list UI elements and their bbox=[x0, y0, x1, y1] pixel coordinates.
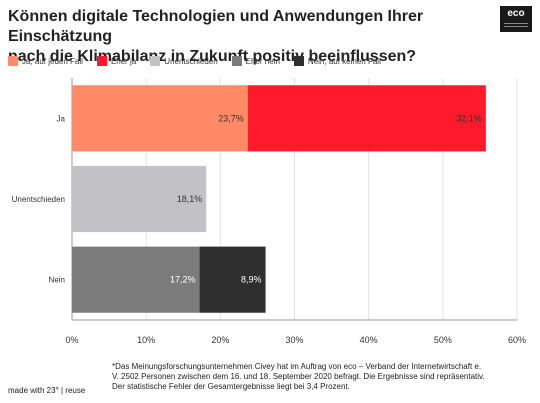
bar-value-label: 8,9% bbox=[241, 275, 262, 285]
x-tick-label: 50% bbox=[434, 335, 452, 345]
legend-item-4: Eher nein bbox=[231, 56, 280, 66]
bar-value-label: 17,2% bbox=[170, 275, 196, 285]
legend-swatch bbox=[231, 56, 242, 66]
x-tick-label: 30% bbox=[285, 335, 303, 345]
legend-label: Nein, auf keinen Fall bbox=[307, 56, 381, 66]
chart-title: Können digitale Technologien und Anwendu… bbox=[8, 7, 478, 67]
x-tick-label: 40% bbox=[360, 335, 378, 345]
chart-legend: Ja, auf jeden Fall Eher ja Unentschieden Eh… bbox=[8, 54, 381, 68]
category-label: Unentschieden bbox=[12, 195, 65, 204]
bar-segment bbox=[72, 85, 248, 152]
made-with-credit[interactable]: made with 23° | reuse bbox=[8, 386, 86, 395]
x-tick-label: 60% bbox=[508, 335, 526, 345]
legend-swatch bbox=[150, 56, 161, 66]
bar-segment bbox=[247, 85, 486, 152]
footnote-line-1: *Das Meinungsforschungsunternehmen Civey… bbox=[112, 362, 482, 371]
legend-item-5: Nein, auf keinen Fall bbox=[293, 56, 381, 66]
legend-item-2: Eher ja bbox=[96, 56, 137, 66]
x-tick-label: 10% bbox=[137, 335, 155, 345]
legend-label: Unentschieden bbox=[164, 56, 218, 66]
legend-label: Eher nein bbox=[245, 56, 280, 66]
bar-value-label: 18,1% bbox=[177, 194, 203, 204]
bar-segment bbox=[72, 165, 207, 233]
legend-item-1: Ja, auf jeden Fall bbox=[8, 56, 83, 66]
chart-title-line-1: Können digitale Technologien und Anwendu… bbox=[8, 8, 424, 45]
legend-label: Ja, auf jeden Fall bbox=[22, 56, 83, 66]
eco-logo-text: eco bbox=[507, 8, 525, 19]
bar-segment bbox=[199, 246, 266, 313]
footnote-line-2: V. 2502 Personen zwischen dem 16. und 18… bbox=[112, 372, 485, 381]
legend-swatch bbox=[8, 56, 18, 66]
legend-swatch bbox=[293, 56, 304, 66]
bar-segment bbox=[72, 246, 200, 313]
eco-logo: eco bbox=[500, 6, 532, 32]
bar-chart: 0% 10% 20% 30% 40% 50% 60% Ja 23,7% 32,1% Unentsch… bbox=[12, 78, 526, 345]
legend-swatch bbox=[96, 56, 107, 66]
footnote: *Das Meinungsforschungsunternehmen Civey… bbox=[112, 362, 532, 392]
footnote-line-3: Der statistische Fehler der Gesamtergebn… bbox=[112, 382, 350, 391]
x-tick-label: 0% bbox=[65, 335, 78, 345]
x-tick-label: 20% bbox=[211, 335, 229, 345]
legend-label: Eher ja bbox=[110, 56, 137, 66]
bar-value-label: 23,7% bbox=[218, 113, 244, 123]
category-label: Nein bbox=[49, 276, 65, 285]
bar-value-label: 32,1% bbox=[456, 113, 482, 123]
legend-item-3: Unentschieden bbox=[150, 56, 218, 66]
category-label: Ja bbox=[57, 114, 66, 123]
chart-title-line-2: nach die Klimabilanz in Zukunft positiv … bbox=[8, 48, 417, 65]
